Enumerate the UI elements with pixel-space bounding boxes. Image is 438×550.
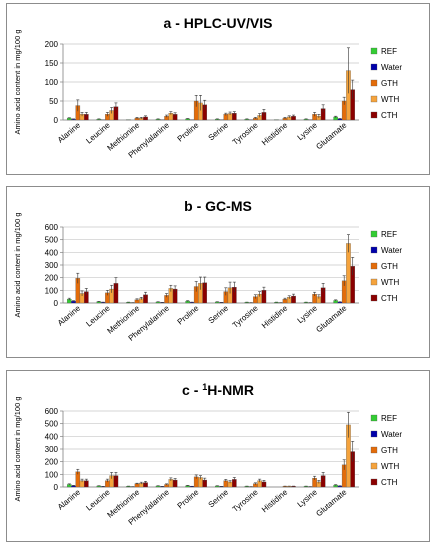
panel-gcms: b - GC-MS Amino acid content in mg/100 g 0…	[6, 186, 430, 358]
legend-label: WTH	[381, 462, 399, 471]
legend-label: Water	[381, 430, 402, 439]
category-label: Serine	[207, 303, 231, 325]
title-part: H-NMR	[207, 382, 254, 398]
category-label: Leucine	[84, 303, 112, 328]
y-tick-label: 200	[45, 458, 59, 467]
y-tick-label: 600	[45, 407, 59, 416]
chart-nmr: c - 1H-NMR Amino acid content in mg/100 g…	[13, 382, 402, 527]
y-tick-label: 150	[45, 59, 59, 68]
y-tick-label: 400	[45, 432, 59, 441]
category-label: Alanine	[56, 120, 83, 144]
panel-nmr: c - 1H-NMR Amino acid content in mg/100 g…	[6, 370, 430, 542]
y-tick-label: 0	[54, 483, 59, 492]
chart-gcms: b - GC-MS Amino acid content in mg/100 g 0…	[13, 198, 402, 343]
y-tick-label: 0	[54, 299, 59, 308]
category-label: Proline	[176, 487, 201, 510]
y-axis-label: Amino acid content in mg/100 g	[13, 396, 22, 501]
legend-swatch-wth	[370, 278, 378, 286]
legend-swatch-gth	[370, 262, 378, 270]
category-label: Proline	[176, 303, 201, 326]
category-label: Serine	[207, 487, 231, 509]
legend-label: CTH	[381, 111, 398, 120]
legend-swatch-cth	[370, 294, 378, 302]
y-tick-label: 100	[45, 78, 59, 87]
legend-swatch-cth	[370, 111, 378, 119]
legend-swatch-cth	[370, 478, 378, 486]
y-axis-label: Amino acid content in mg/100 g	[13, 29, 22, 134]
y-tick-label: 300	[45, 445, 59, 454]
legend-swatch-wth	[370, 95, 378, 103]
category-label: Leucine	[84, 487, 112, 512]
legend-label: WTH	[381, 95, 399, 104]
legend-swatch-gth	[370, 79, 378, 87]
legend-label: REF	[381, 230, 397, 239]
y-tick-label: 0	[54, 116, 59, 125]
legend-swatch-water	[370, 246, 378, 254]
legend-label: Water	[381, 63, 402, 72]
bar-wth-glutamate	[346, 243, 351, 304]
category-label: Glutamate	[314, 120, 348, 151]
category-label: Proline	[176, 120, 201, 143]
category-label: Tyrosine	[231, 487, 260, 514]
category-label: Histidine	[260, 487, 290, 514]
y-tick-label: 300	[45, 261, 59, 270]
category-label: Glutamate	[314, 303, 348, 334]
chart-hplc: a - HPLC-UV/VIS Amino acid content in mg/…	[13, 15, 402, 160]
y-tick-label: 100	[45, 286, 59, 295]
y-tick-label: 50	[49, 97, 58, 106]
legend-swatch-wth	[370, 462, 378, 470]
y-tick-label: 500	[45, 420, 59, 429]
category-label: Histidine	[260, 303, 290, 330]
legend-label: GTH	[381, 262, 398, 271]
category-label: Leucine	[84, 120, 112, 145]
y-tick-label: 400	[45, 248, 59, 257]
legend-label: CTH	[381, 294, 398, 303]
legend-label: WTH	[381, 278, 399, 287]
category-label: Tyrosine	[231, 120, 260, 147]
legend-swatch-water	[370, 430, 378, 438]
category-label: Tyrosine	[231, 303, 260, 330]
category-label: Lysine	[296, 303, 320, 325]
category-label: Lysine	[296, 120, 320, 142]
chart-title: c - 1H-NMR	[182, 382, 254, 398]
legend-label: REF	[381, 414, 397, 423]
category-label: Serine	[207, 120, 231, 142]
legend-label: GTH	[381, 446, 398, 455]
chart-title: b - GC-MS	[184, 198, 252, 214]
y-tick-label: 500	[45, 236, 59, 245]
category-label: Alanine	[56, 303, 83, 327]
legend-swatch-ref	[370, 230, 378, 238]
legend-label: CTH	[381, 478, 398, 487]
chart-title: a - HPLC-UV/VIS	[164, 15, 273, 31]
category-label: Glutamate	[314, 487, 348, 518]
legend-label: REF	[381, 47, 397, 56]
category-label: Histidine	[260, 120, 290, 147]
panel-hplc: a - HPLC-UV/VIS Amino acid content in mg/…	[6, 3, 430, 175]
legend-label: Water	[381, 246, 402, 255]
category-label: Lysine	[296, 487, 320, 509]
y-axis-label: Amino acid content in mg/100 g	[13, 212, 22, 317]
legend-swatch-ref	[370, 47, 378, 55]
legend-label: GTH	[381, 79, 398, 88]
y-tick-label: 600	[45, 223, 59, 232]
legend-swatch-water	[370, 63, 378, 71]
y-tick-label: 200	[45, 274, 59, 283]
legend-swatch-ref	[370, 414, 378, 422]
title-part: c -	[182, 382, 202, 398]
category-label: Alanine	[56, 487, 83, 511]
legend-swatch-gth	[370, 446, 378, 454]
y-tick-label: 200	[45, 40, 59, 49]
title-superscript: 1	[202, 382, 207, 392]
y-tick-label: 100	[45, 470, 59, 479]
